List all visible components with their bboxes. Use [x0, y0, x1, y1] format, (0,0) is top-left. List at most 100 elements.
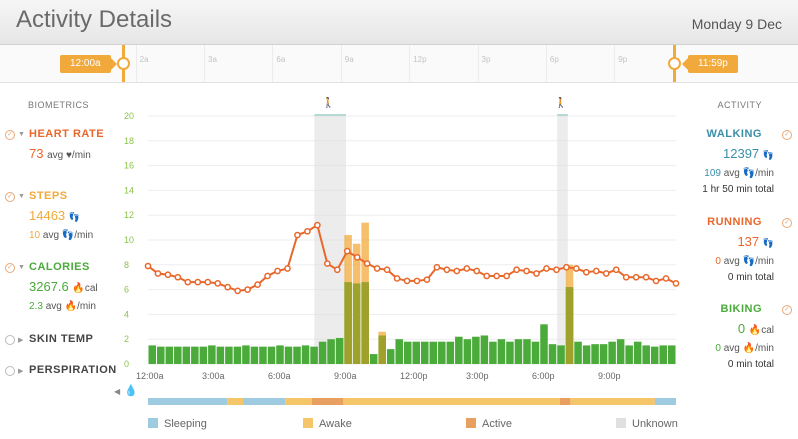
calorie-bar: [497, 339, 506, 364]
x-tick-label: 6:00a: [268, 371, 291, 381]
circle-icon[interactable]: [5, 366, 15, 376]
calories-label: CALORIES: [29, 261, 90, 273]
walking-icon: 🚶: [322, 96, 334, 109]
calorie-bar: [386, 349, 395, 364]
running-total: 0 min total: [727, 272, 774, 283]
activity-heading: ACTIVITY: [717, 100, 762, 110]
calorie-bar: [531, 341, 540, 364]
overlap-bar: [344, 282, 352, 364]
legend-item-unknown: Unknown: [616, 418, 678, 430]
calorie-bar: [616, 339, 625, 364]
expand-triangle-icon[interactable]: ▼: [18, 193, 25, 200]
circle-icon[interactable]: [5, 335, 15, 345]
legend-swatch: [616, 418, 626, 428]
calorie-bar: [310, 346, 318, 364]
expand-triangle-icon[interactable]: ▶: [18, 337, 24, 344]
legend-swatch: [148, 418, 158, 428]
heart-rate-point: [343, 247, 351, 255]
calorie-bar: [523, 339, 531, 364]
heart-rate-line: [147, 223, 677, 292]
calorie-bar: [642, 345, 650, 364]
heart-rate-point: [483, 272, 491, 280]
start-handle-knob[interactable]: [117, 57, 130, 70]
calorie-bar: [395, 339, 403, 364]
calorie-bar: [327, 339, 335, 364]
heart-rate-point: [592, 267, 600, 275]
legend-swatch: [303, 418, 313, 428]
timeline-gridline: [135, 45, 137, 82]
status-segment: [654, 398, 676, 405]
walking-total: 1 hr 50 min total: [702, 184, 774, 195]
calorie-bar: [233, 346, 242, 364]
heart-rate-point: [473, 267, 481, 275]
y-tick-label: 16: [124, 161, 134, 171]
heart-rate-point: [652, 277, 660, 285]
steps-label: STEPS: [29, 190, 68, 202]
timeline-tick: 3p: [481, 55, 491, 64]
calorie-bar: [165, 346, 174, 364]
heart-rate-point: [642, 273, 650, 281]
heart-rate-point: [373, 265, 381, 272]
calorie-bar: [421, 341, 429, 364]
check-icon[interactable]: ✓: [5, 130, 15, 140]
heart-rate-point: [533, 270, 540, 277]
arrow-left-icon: ◀: [114, 387, 121, 396]
check-icon[interactable]: ✓: [782, 218, 792, 228]
heart-rate-point: [433, 263, 441, 271]
calorie-bar: [480, 335, 489, 364]
activity-highlight-cap: [314, 114, 346, 116]
calorie-bar: [472, 336, 480, 364]
expand-triangle-icon[interactable]: ▶: [18, 368, 24, 375]
start-time-label[interactable]: 12:00a: [60, 55, 117, 73]
end-handle-knob[interactable]: [668, 57, 681, 70]
calorie-bar: [182, 346, 191, 364]
heart-rate-point: [304, 227, 311, 235]
heart-rate-point: [154, 270, 162, 277]
check-icon[interactable]: ✓: [5, 263, 15, 273]
check-icon[interactable]: ✓: [5, 192, 15, 202]
y-tick-label: 8: [124, 260, 129, 270]
calorie-bar: [199, 346, 208, 364]
y-tick-label: 6: [124, 285, 129, 295]
activity-chart[interactable]: 0 2 4 6 8 10 12 14 16 18 20 🚶 🚶 12:00a 3:00a 6:00a 9:00a…: [110, 92, 680, 408]
timeline-gridline: [614, 45, 616, 82]
heart-rate-point: [523, 267, 530, 275]
expand-triangle-icon[interactable]: ▼: [18, 264, 25, 271]
check-icon[interactable]: ✓: [782, 130, 792, 140]
heart-rate-point: [323, 260, 331, 267]
footprints-icon: 👣: [68, 212, 80, 222]
steps-bar: [378, 331, 386, 336]
heart-rate-point: [314, 221, 321, 229]
legend-item-awake: Awake: [303, 418, 352, 430]
heart-rate-point: [224, 283, 232, 291]
timeline-tick: 6a: [276, 55, 286, 64]
heart-rate-point: [582, 268, 590, 276]
time-range-slider[interactable]: 2a 3a 6a 9a 12p 3p 6p 9p 12:00a 11:59p: [0, 45, 798, 83]
legend-item-sleeping: Sleeping: [148, 418, 207, 430]
walking-avg: 109 avg 👣/min: [704, 168, 774, 179]
activity-highlight-band: [557, 114, 568, 364]
calories-value: 3267.6 🔥cal: [29, 279, 98, 294]
heart-rate-point: [264, 272, 271, 280]
calorie-bar: [412, 341, 421, 364]
status-segment: [227, 398, 244, 405]
heart-rate-point: [543, 265, 550, 272]
calorie-bar: [276, 345, 284, 364]
calorie-bar: [335, 337, 344, 364]
calorie-bar: [514, 339, 523, 364]
calorie-bar: [369, 354, 378, 364]
heart-rate-point: [612, 266, 620, 274]
date-label: Monday 9 Dec: [691, 16, 782, 32]
expand-triangle-icon[interactable]: ▼: [18, 131, 25, 138]
biking-total: 0 min total: [727, 359, 774, 370]
heart-rate-point: [184, 278, 192, 286]
heart-rate-point: [363, 260, 371, 267]
calorie-bar: [463, 339, 472, 364]
end-time-label[interactable]: 11:59p: [682, 55, 738, 73]
calorie-bar: [667, 345, 676, 364]
check-icon[interactable]: ✓: [782, 305, 792, 315]
heart-rate-value: 73 avg ♥/min: [29, 146, 91, 161]
status-segment: [570, 398, 655, 405]
heart-rate-point: [274, 267, 281, 275]
heart-rate-point: [632, 273, 640, 281]
